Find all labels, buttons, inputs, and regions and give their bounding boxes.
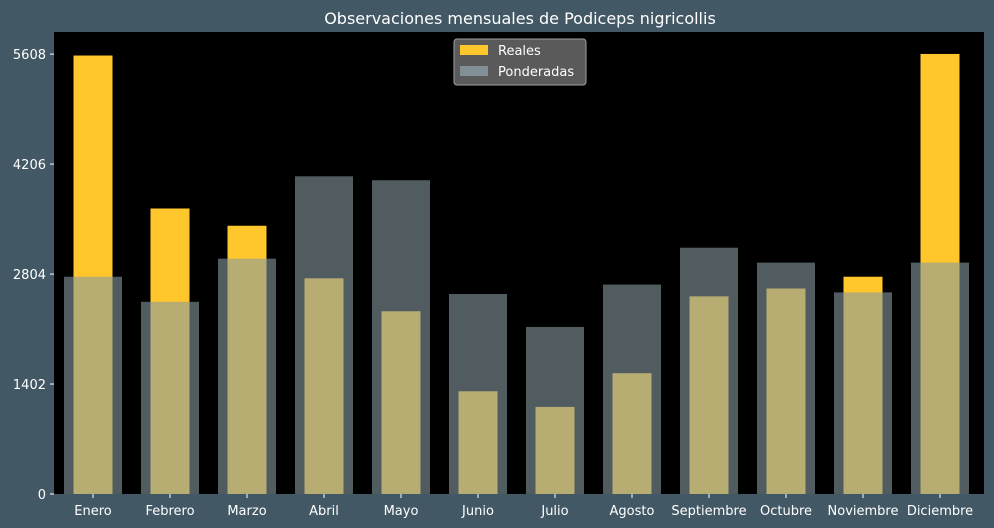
series-ponderadas: [64, 176, 969, 495]
x-tick-label-abril: Abril: [309, 504, 339, 519]
y-tick-label: 5608: [13, 48, 46, 63]
x-tick-label-diciembre: Diciembre: [907, 504, 973, 519]
x-axis: Enero Febrero Marzo Abril Mayo Junio Julio Agos…: [74, 494, 973, 519]
legend-swatch-reales: [460, 45, 488, 55]
legend-label-reales: Reales: [498, 44, 541, 59]
x-tick-label-julio: Julio: [540, 504, 568, 519]
chart-title: Observaciones mensuales de Podiceps nigr…: [324, 9, 716, 28]
bar-ponderadas-diciembre: [911, 262, 969, 494]
x-tick-label-junio: Junio: [461, 504, 494, 519]
x-tick-label-septiembre: Septiembre: [671, 504, 746, 519]
bar-ponderadas-abril: [295, 176, 353, 494]
bar-ponderadas-junio: [449, 293, 507, 494]
x-tick-label-octubre: Octubre: [760, 504, 812, 519]
legend-swatch-ponderadas: [460, 66, 488, 76]
y-tick-label: 4206: [13, 158, 46, 173]
x-tick-label-marzo: Marzo: [227, 504, 266, 519]
bar-ponderadas-noviembre: [834, 292, 892, 494]
bar-ponderadas-octubre: [757, 262, 815, 494]
bar-ponderadas-marzo: [218, 258, 276, 494]
bar-ponderadas-julio: [526, 326, 584, 494]
bar-ponderadas-septiembre: [680, 247, 738, 494]
bar-ponderadas-mayo: [372, 180, 430, 495]
bar-ponderadas-febrero: [141, 301, 199, 494]
x-tick-label-noviembre: Noviembre: [828, 504, 899, 519]
x-tick-label-febrero: Febrero: [145, 504, 194, 519]
bar-ponderadas-agosto: [603, 284, 661, 494]
x-tick-label-mayo: Mayo: [384, 504, 419, 519]
x-tick-label-agosto: Agosto: [610, 504, 655, 519]
y-axis: 0 1402 2804 4206 5608: [13, 48, 54, 503]
x-tick-label-enero: Enero: [74, 504, 112, 519]
y-tick-label: 1402: [13, 378, 46, 393]
plot-area: [54, 32, 984, 494]
legend-label-ponderadas: Ponderadas: [498, 65, 574, 80]
bar-ponderadas-enero: [64, 276, 122, 494]
y-tick-label: 0: [38, 488, 46, 503]
legend: Reales Ponderadas: [453, 38, 587, 86]
y-tick-label: 2804: [13, 268, 46, 283]
